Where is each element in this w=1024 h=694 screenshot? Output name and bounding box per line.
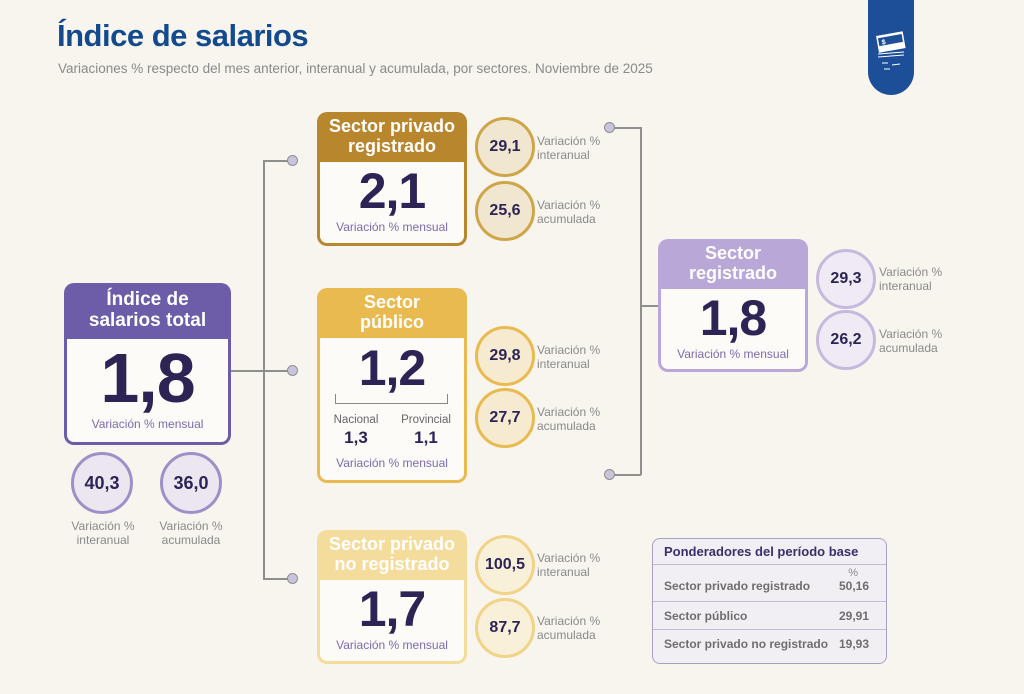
private-registered-card: Sector privado registrado 2,1 Variación … <box>317 112 467 246</box>
card-title: Sector registrado <box>688 243 778 283</box>
connector-dot <box>287 573 298 584</box>
row-label: Sector privado registrado <box>664 579 811 593</box>
interanual-circle: 29,1 <box>475 117 535 177</box>
bracket <box>335 394 448 404</box>
monthly-value: 2,1 <box>358 163 427 219</box>
monthly-value: 1,7 <box>358 581 427 637</box>
connector <box>263 370 293 372</box>
private-unregistered-card: Sector privado no registrado 1,7 Variaci… <box>317 530 467 664</box>
connector-dot <box>604 122 615 133</box>
page-subtitle: Variaciones % respecto del mes anterior,… <box>58 61 653 76</box>
nacional-value: 1,3 <box>344 427 368 447</box>
connector <box>609 127 641 129</box>
table-row: Sector privado registrado 50,16 <box>653 579 886 601</box>
acumulada-circle: 25,6 <box>475 181 535 241</box>
acumulada-label: Variación % acumulada <box>537 614 601 643</box>
public-sector-card: Sector público 1,2 Nacional 1,3 Provinci… <box>317 288 467 483</box>
card-title: Sector privado no registrado <box>328 534 456 574</box>
card-title: Sector privado registrado <box>328 116 456 156</box>
interanual-circle: 40,3 <box>71 452 133 514</box>
connector <box>263 160 293 162</box>
monthly-label: Variación % mensual <box>91 417 204 431</box>
row-value: 29,91 <box>838 608 869 623</box>
interanual-circle: 100,5 <box>475 535 535 595</box>
row-value: 19,93 <box>838 636 869 651</box>
acumulada-circle: 26,2 <box>816 310 876 370</box>
money-stack-icon: $ <box>874 29 907 69</box>
monthly-label: Variación % mensual <box>336 220 448 234</box>
page-title: Índice de salarios <box>57 18 309 53</box>
interanual-label: Variación % interanual <box>537 343 601 372</box>
acumulada-label: Variación % acumulada <box>159 519 223 548</box>
connector <box>640 305 660 307</box>
connector <box>231 370 264 372</box>
connector-dot <box>287 365 298 376</box>
monthly-value: 1,2 <box>358 340 427 396</box>
provincial-value: 1,1 <box>414 427 438 447</box>
interanual-label: Variación % interanual <box>71 519 135 548</box>
acumulada-label: Variación % acumulada <box>537 198 601 227</box>
interanual-label: Variación % interanual <box>537 134 601 163</box>
connector-dot <box>287 155 298 166</box>
card-title: Sector público <box>360 292 424 332</box>
table-title: Ponderadores del período base <box>653 539 886 565</box>
table-row: Sector privado no registrado 19,93 <box>653 629 886 657</box>
monthly-label: Variación % mensual <box>677 347 789 361</box>
acumulada-label: Variación % acumulada <box>537 405 601 434</box>
row-value: 50,16 <box>838 579 869 593</box>
provincial-group: Provincial 1,1 <box>390 414 462 448</box>
connector <box>263 578 293 580</box>
monthly-value: 1,8 <box>699 290 768 346</box>
interanual-circle: 29,3 <box>816 249 876 309</box>
connector <box>609 474 641 476</box>
connector-dot <box>604 469 615 480</box>
connector <box>640 127 642 475</box>
interanual-circle: 29,8 <box>475 326 535 386</box>
row-label: Sector público <box>664 608 748 623</box>
connector <box>263 160 265 579</box>
nacional-group: Nacional 1,3 <box>320 414 392 448</box>
svg-text:$: $ <box>881 38 886 46</box>
logo: $ <box>868 0 914 95</box>
table-unit: % <box>848 567 858 579</box>
registered-sector-card: Sector registrado 1,8 Variación % mensua… <box>658 239 808 372</box>
card-title: Índice de salarios total <box>88 289 207 331</box>
nacional-label: Nacional <box>333 414 379 426</box>
monthly-label: Variación % mensual <box>336 456 448 470</box>
acumulada-circle: 36,0 <box>160 452 222 514</box>
interanual-label: Variación % interanual <box>879 265 943 294</box>
interanual-label: Variación % interanual <box>537 551 601 580</box>
weights-table: Ponderadores del período base % Sector p… <box>652 538 887 664</box>
provincial-label: Provincial <box>401 414 451 426</box>
acumulada-circle: 87,7 <box>475 598 535 658</box>
acumulada-circle: 27,7 <box>475 388 535 448</box>
row-label: Sector privado no registrado <box>664 636 829 651</box>
monthly-value: 1,8 <box>100 339 195 417</box>
monthly-label: Variación % mensual <box>336 638 448 652</box>
total-index-card: Índice de salarios total 1,8 Variación %… <box>64 283 231 445</box>
table-row: Sector público 29,91 <box>653 601 886 629</box>
acumulada-label: Variación % acumulada <box>879 327 943 356</box>
